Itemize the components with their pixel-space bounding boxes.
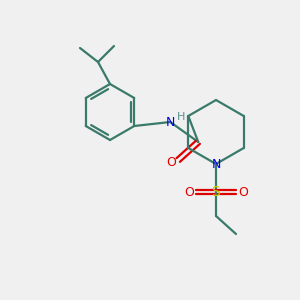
Text: O: O xyxy=(184,185,194,199)
Text: H: H xyxy=(177,112,185,122)
Text: S: S xyxy=(212,185,220,199)
Text: N: N xyxy=(211,158,221,170)
Text: N: N xyxy=(166,116,175,128)
Text: O: O xyxy=(238,185,248,199)
Text: O: O xyxy=(166,155,176,169)
